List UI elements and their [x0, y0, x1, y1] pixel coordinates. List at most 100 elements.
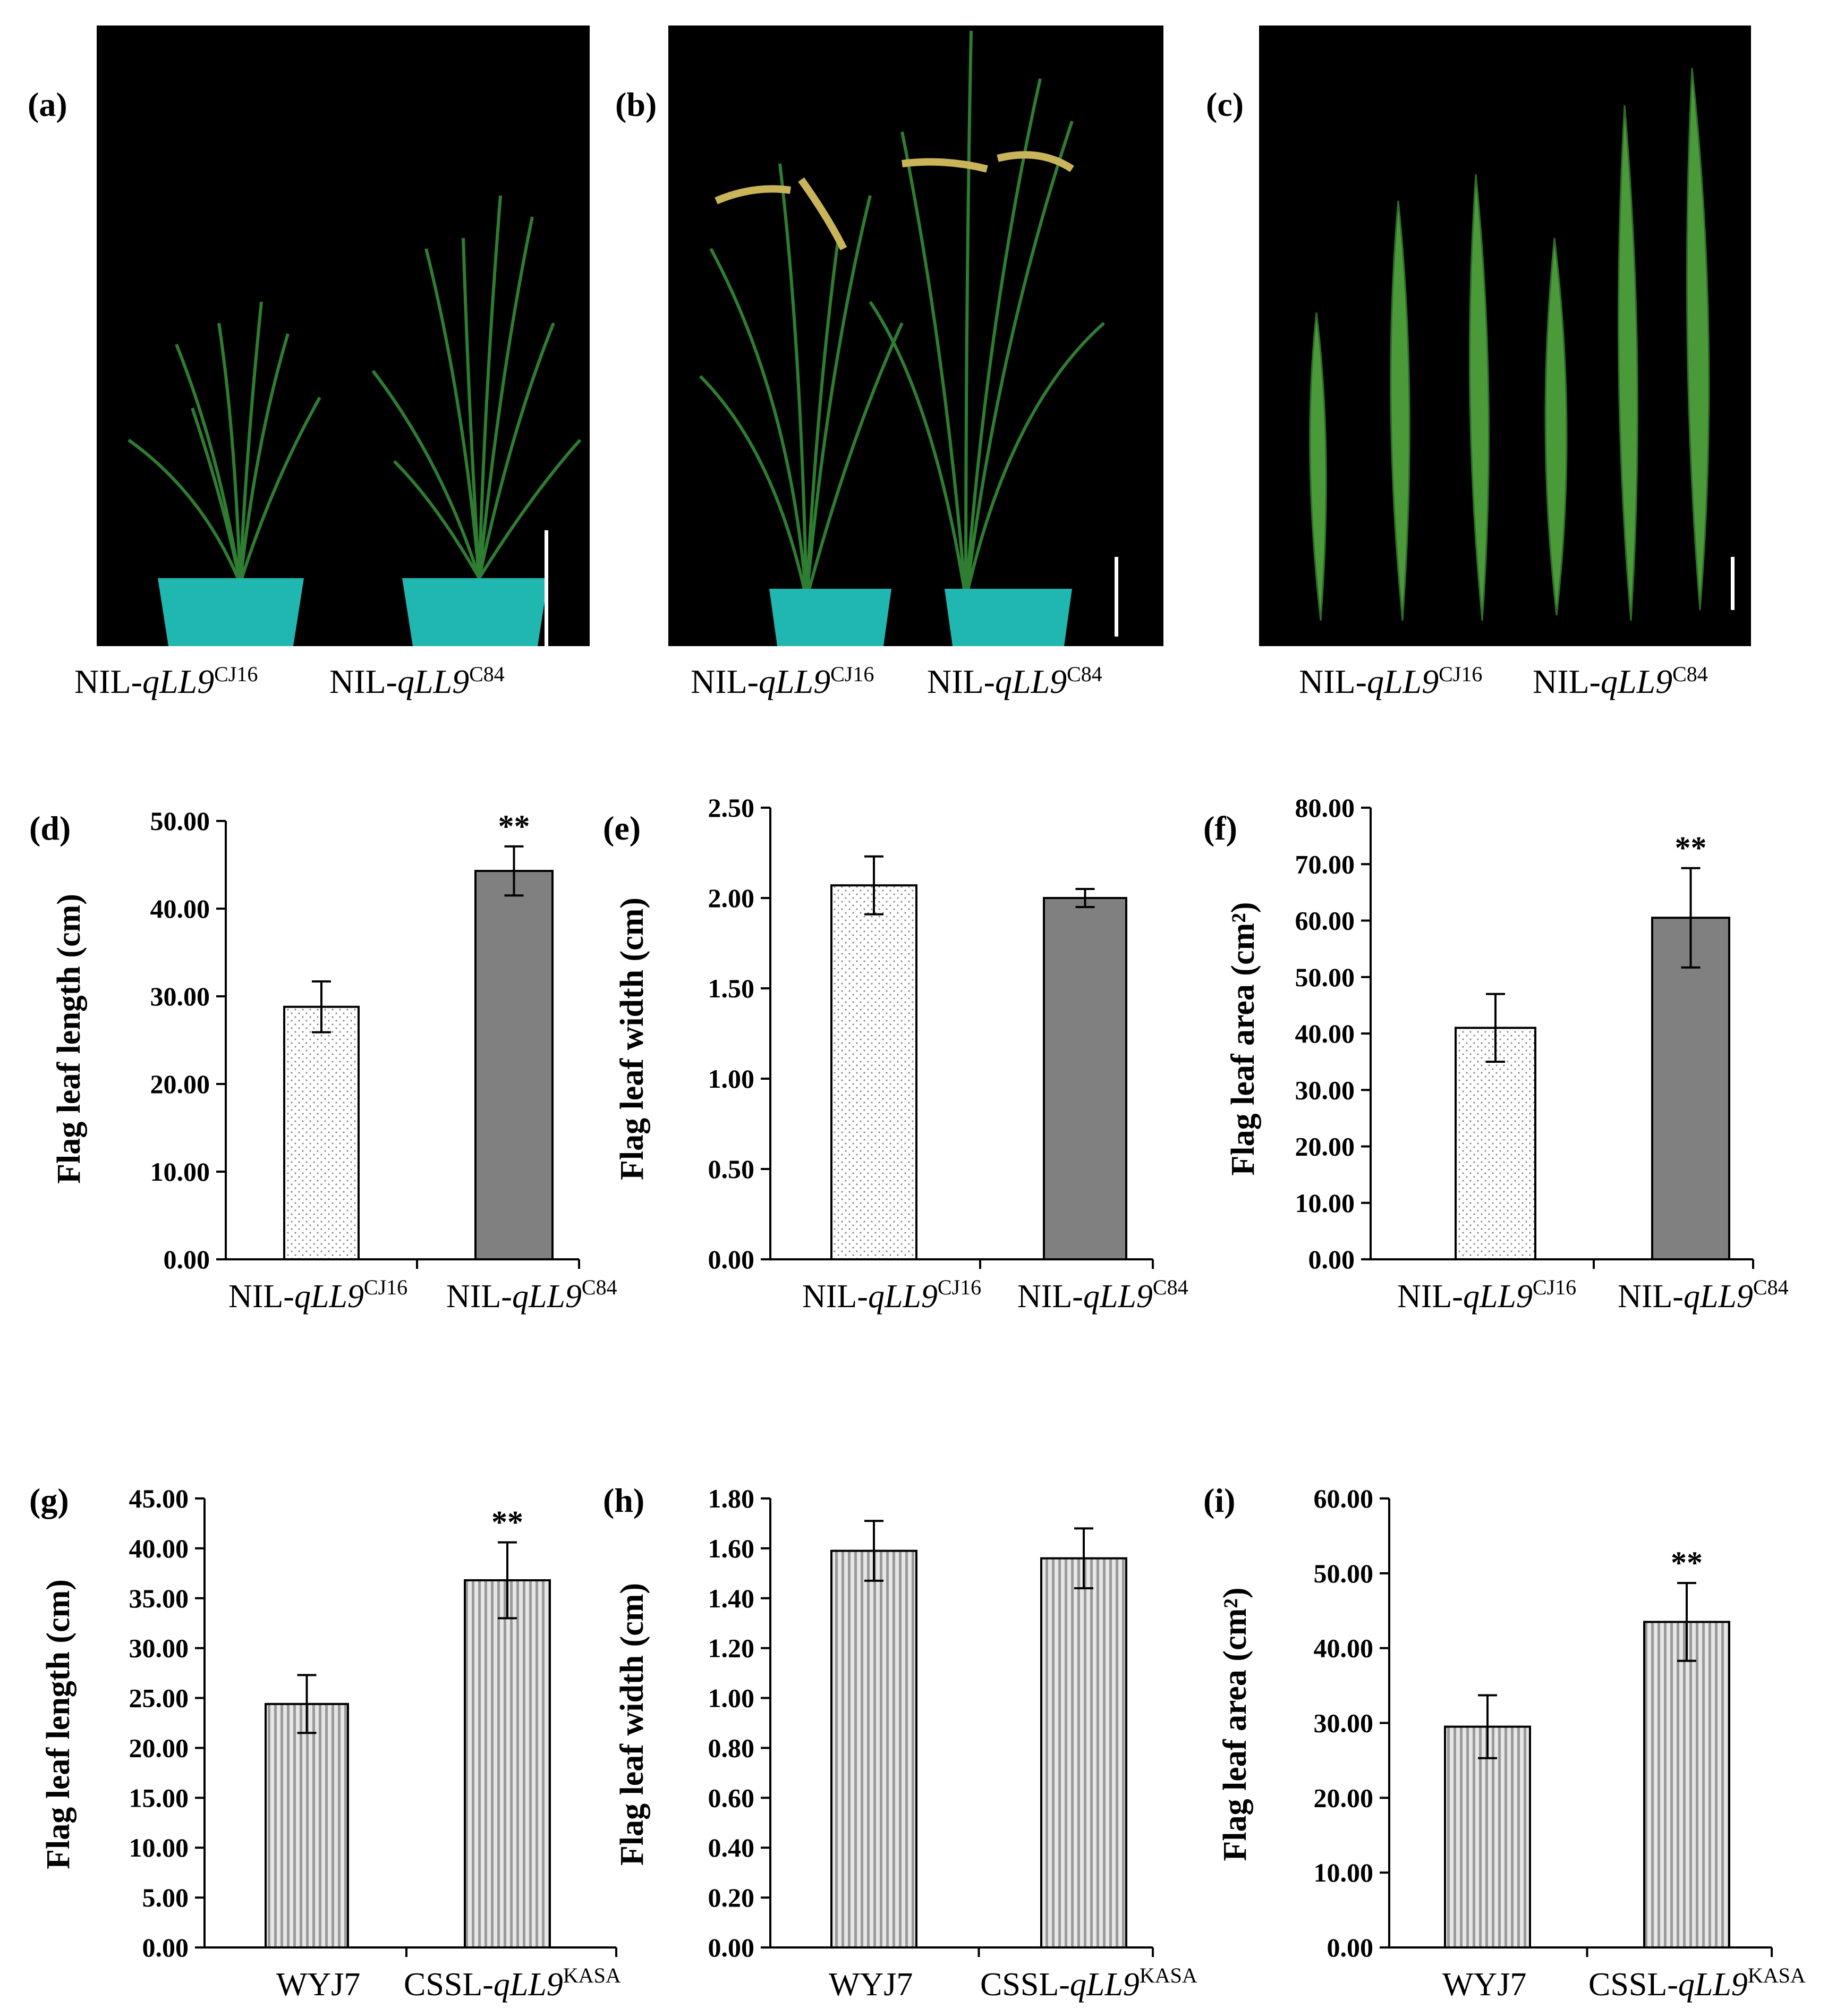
plant-illustration-b: [699, 30, 1118, 646]
panel-letter: (f): [1203, 809, 1237, 847]
y-tick-label: 10.00: [1295, 1188, 1355, 1218]
y-tick-label: 0.00: [1308, 1244, 1355, 1274]
caption-b-2: NIL-qLL9C84: [927, 662, 1102, 700]
bar: [474, 870, 554, 1261]
bar: [265, 1702, 349, 1949]
panel-letter-a: (a): [28, 86, 67, 123]
leaf-illustration-c: [1309, 67, 1735, 621]
panel-letter: (i): [1203, 1481, 1235, 1519]
y-tick-label: 0.00: [708, 1933, 755, 1962]
bar: [464, 1579, 551, 1949]
y-tick-label: 1.20: [708, 1633, 755, 1663]
caption-c-1: NIL-qLL9CJ16: [1299, 662, 1483, 700]
y-tick-label: 50.00: [150, 806, 210, 836]
y-tick-label: 1.00: [708, 1064, 755, 1094]
y-axis-label: Flag leaf area (cm²): [1225, 902, 1261, 1176]
y-tick-label: 1.80: [708, 1484, 755, 1513]
y-tick-label: 50.00: [1295, 962, 1355, 992]
y-tick-label: 2.00: [708, 883, 755, 913]
plant-illustration-a: [128, 195, 582, 646]
y-tick-label: 80.00: [1295, 793, 1355, 823]
y-tick-label: 40.00: [150, 894, 210, 924]
chart-f: (f) Flag leaf area (cm²) 0.00 10.00 20.00 30.…: [1203, 793, 1789, 1315]
y-axis-label: Flag leaf area (cm²): [1217, 1588, 1253, 1861]
y-tick-label: 0.00: [1327, 1933, 1374, 1962]
x-tick-label: WYJ7: [276, 1967, 360, 2003]
y-tick-label: 10.00: [1314, 1858, 1374, 1887]
y-tick-label: 25.00: [129, 1683, 189, 1713]
y-tick-label: 20.00: [1314, 1783, 1374, 1812]
chart-e: (e) Flag leaf width (cm) 0.00 0.50 1.00 1.50 2…: [603, 793, 1188, 1315]
y-tick-label: 5.00: [142, 1883, 189, 1912]
y-tick-label: 1.40: [708, 1583, 755, 1613]
significance-label: **: [498, 809, 530, 844]
y-tick-label: 0.00: [708, 1244, 755, 1274]
bar: [1043, 897, 1127, 1260]
bar: [1651, 917, 1730, 1260]
y-tick-label: 40.00: [1295, 1019, 1355, 1048]
y-tick-label: 45.00: [129, 1484, 189, 1513]
significance-label: **: [1671, 1545, 1703, 1580]
bar: [1643, 1621, 1730, 1949]
y-tick-label: 60.00: [1295, 906, 1355, 936]
bar: [830, 884, 917, 1260]
y-tick-label: 0.60: [708, 1783, 755, 1812]
y-tick-label: 10.00: [150, 1157, 210, 1187]
x-tick-label: NIL-qLL9C84: [446, 1275, 617, 1315]
y-tick-label: 0.00: [164, 1244, 210, 1274]
x-tick-label: NIL-qLL9C84: [1618, 1275, 1789, 1315]
y-tick-label: 30.00: [1295, 1075, 1355, 1105]
x-tick-label: NIL-qLL9CJ16: [228, 1275, 407, 1315]
x-tick-label: CSSL-qLL9KASA: [1588, 1963, 1806, 2003]
y-tick-label: 10.00: [129, 1833, 189, 1862]
chart-d: (d) Flag leaf length (cm) 0.00 10.00 20.00 30…: [29, 806, 617, 1315]
x-tick-label: CSSL-qLL9KASA: [404, 1963, 621, 2003]
y-tick-label: 0.20: [708, 1883, 755, 1912]
y-axis-label: Flag leaf width (cm): [614, 897, 650, 1180]
panel-letter: (e): [603, 809, 641, 847]
y-tick-label: 2.50: [708, 793, 755, 823]
panel-letter: (h): [603, 1481, 644, 1519]
chart-g: (g) Flag leaf length (cm) 0.00 5.00 10.00 15.…: [29, 1481, 621, 2003]
y-tick-label: 0.80: [708, 1733, 755, 1763]
y-tick-label: 50.00: [1314, 1558, 1374, 1588]
y-axis-label: Flag leaf length (cm): [51, 894, 87, 1184]
y-tick-label: 60.00: [1314, 1484, 1374, 1513]
photo-panel-c: [1259, 26, 1751, 646]
significance-label: **: [1675, 831, 1707, 866]
bar: [283, 1005, 360, 1261]
photo-panel-b: [668, 26, 1163, 646]
y-tick-label: 1.00: [708, 1683, 755, 1713]
y-axis-label: Flag leaf width (cm): [614, 1583, 650, 1866]
y-tick-label: 40.00: [129, 1534, 189, 1563]
x-tick-label: NIL-qLL9C84: [1017, 1275, 1188, 1315]
y-tick-label: 0.00: [142, 1933, 189, 1962]
chart-h: (h) Flag leaf width (cm) 0.00 0.20 0.40 0.60 0…: [603, 1481, 1197, 2003]
caption-a-1: NIL-qLL9CJ16: [74, 662, 258, 700]
y-tick-label: 15.00: [129, 1783, 189, 1812]
panel-letter-c: (c): [1206, 86, 1244, 123]
y-tick-label: 35.00: [129, 1583, 189, 1613]
y-tick-label: 40.00: [1314, 1633, 1374, 1663]
panel-letter-b: (b): [615, 86, 657, 123]
chart-i: (i) Flag leaf area (cm²) 0.00 10.00 20.00 30.…: [1203, 1481, 1806, 2003]
x-tick-label: NIL-qLL9CJ16: [1397, 1275, 1576, 1315]
caption-c-2: NIL-qLL9C84: [1533, 662, 1708, 700]
y-tick-label: 70.00: [1295, 849, 1355, 879]
y-tick-label: 20.00: [150, 1069, 210, 1099]
panel-letter: (d): [29, 809, 71, 847]
y-tick-label: 30.00: [129, 1633, 189, 1663]
x-tick-label: CSSL-qLL9KASA: [980, 1963, 1197, 2003]
significance-label: **: [491, 1505, 523, 1540]
caption-a-2: NIL-qLL9C84: [329, 662, 505, 700]
y-tick-label: 1.50: [708, 973, 755, 1003]
y-tick-label: 20.00: [129, 1733, 189, 1763]
y-axis-label: Flag leaf length (cm): [40, 1579, 76, 1869]
y-tick-label: 30.00: [150, 981, 210, 1011]
y-tick-label: 0.40: [708, 1833, 755, 1862]
x-tick-label: WYJ7: [1442, 1967, 1526, 2003]
bar: [1040, 1557, 1127, 1949]
bar: [1455, 1027, 1536, 1260]
x-tick-label: WYJ7: [829, 1967, 913, 2003]
